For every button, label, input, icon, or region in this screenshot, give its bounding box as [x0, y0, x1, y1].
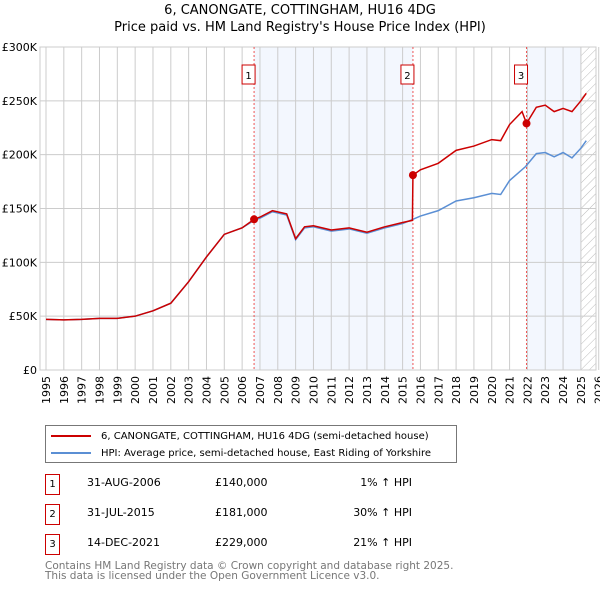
plot-border [39, 46, 597, 371]
sale-label: 2 [404, 71, 410, 82]
y-tick-label: £50K [9, 310, 38, 323]
sale-hpi-change: 21% ↑ HPI [353, 536, 412, 549]
sale-label-box [514, 64, 529, 85]
sale-label-box [400, 64, 415, 85]
y-tick-label: £300K [2, 41, 38, 54]
x-tick-label: 2002 [165, 376, 178, 404]
sale-label: 3 [518, 71, 524, 82]
sale-marker-label: 1 [45, 474, 60, 495]
x-tick-label: 2005 [218, 376, 231, 404]
sale-marker-label: 3 [45, 534, 60, 555]
x-tick-label: 2022 [521, 376, 534, 404]
legend-swatch-blue [51, 452, 91, 454]
x-tick-label: 2017 [432, 376, 445, 404]
x-tick-label: 2012 [343, 376, 356, 404]
chart-title: 6, CANONGATE, COTTINGHAM, HU16 4DG [164, 3, 436, 18]
legend-item-hpi: HPI: Average price, semi-detached house,… [51, 446, 431, 460]
x-tick-label: 2011 [325, 376, 338, 404]
sale-price: £229,000 [215, 536, 268, 549]
x-tick-label: 2009 [290, 376, 303, 404]
x-tick-label: 2025 [575, 376, 588, 404]
x-tick-label: 2003 [183, 376, 196, 404]
y-tick-label: £250K [2, 95, 38, 108]
x-tick-label: 2007 [254, 376, 267, 404]
legend-item-property: 6, CANONGATE, COTTINGHAM, HU16 4DG (semi… [51, 429, 429, 443]
x-tick-label: 2013 [361, 376, 374, 404]
sale-point [408, 171, 417, 180]
sale-point [522, 119, 531, 128]
chart-subtitle: Price paid vs. HM Land Registry's House … [114, 20, 486, 35]
plot-area: 1995 1996 1997 1998 1999 2000 2001 2002 2003 2004… [2, 41, 600, 404]
x-tick-label: 1997 [76, 376, 89, 404]
sale-date: 31-JUL-2015 [87, 506, 155, 519]
legend-label: HPI: Average price, semi-detached house,… [101, 447, 432, 459]
y-tick-label: £150K [2, 203, 38, 216]
sale-price: £140,000 [215, 476, 268, 489]
sale-hpi-change: 1% ↑ HPI [360, 476, 412, 489]
sale-date: 31-AUG-2006 [87, 476, 161, 489]
footer-line1: Contains HM Land Registry data © Crown c… [45, 560, 454, 572]
sale-label-box [241, 64, 256, 85]
sale-row: 1 31-AUG-2006 £140,000 1% ↑ HPI [45, 474, 465, 495]
x-tick-label: 2024 [557, 376, 570, 404]
x-tick-label: 2016 [414, 376, 427, 404]
x-tick-label: 1999 [111, 376, 124, 404]
legend-swatch-red [51, 435, 91, 437]
x-tick-label: 2010 [307, 376, 320, 404]
x-tick-label: 2000 [129, 376, 142, 404]
y-tick-label: £0 [23, 364, 37, 377]
legend-label: 6, CANONGATE, COTTINGHAM, HU16 4DG (semi… [101, 430, 429, 442]
x-tick-label: 2008 [272, 376, 285, 404]
x-tick-label: 2015 [397, 376, 410, 404]
sale-label: 1 [245, 71, 251, 82]
sale-row: 3 14-DEC-2021 £229,000 21% ↑ HPI [45, 534, 465, 555]
x-tick-label: 1995 [40, 376, 53, 404]
sale-price: £181,000 [215, 506, 268, 519]
y-tick-label: £100K [2, 256, 38, 269]
x-tick-label: 2026 [593, 376, 600, 404]
sale-date: 14-DEC-2021 [87, 536, 161, 549]
x-tick-label: 2014 [379, 376, 392, 404]
footer-line2: This data is licensed under the Open Gov… [45, 570, 380, 582]
x-tick-label: 2001 [147, 376, 160, 404]
x-tick-label: 2021 [504, 376, 517, 404]
y-tick-label: £200K [2, 149, 38, 162]
x-tick-label: 2004 [200, 376, 213, 404]
x-tick-label: 1998 [93, 376, 106, 404]
footer: Contains HM Land Registry data © Crown c… [45, 560, 454, 582]
sale-row: 2 31-JUL-2015 £181,000 30% ↑ HPI [45, 504, 465, 525]
x-tick-label: 2018 [450, 376, 463, 404]
x-tick-label: 2023 [539, 376, 552, 404]
sale-hpi-change: 30% ↑ HPI [353, 506, 412, 519]
x-tick-label: 2020 [486, 376, 499, 404]
x-tick-label: 2019 [468, 376, 481, 404]
x-tick-label: 1996 [58, 376, 71, 404]
sale-point [250, 215, 259, 224]
legend: 6, CANONGATE, COTTINGHAM, HU16 4DG (semi… [45, 425, 457, 463]
sale-marker-label: 2 [45, 504, 60, 525]
x-tick-label: 2006 [236, 376, 249, 404]
